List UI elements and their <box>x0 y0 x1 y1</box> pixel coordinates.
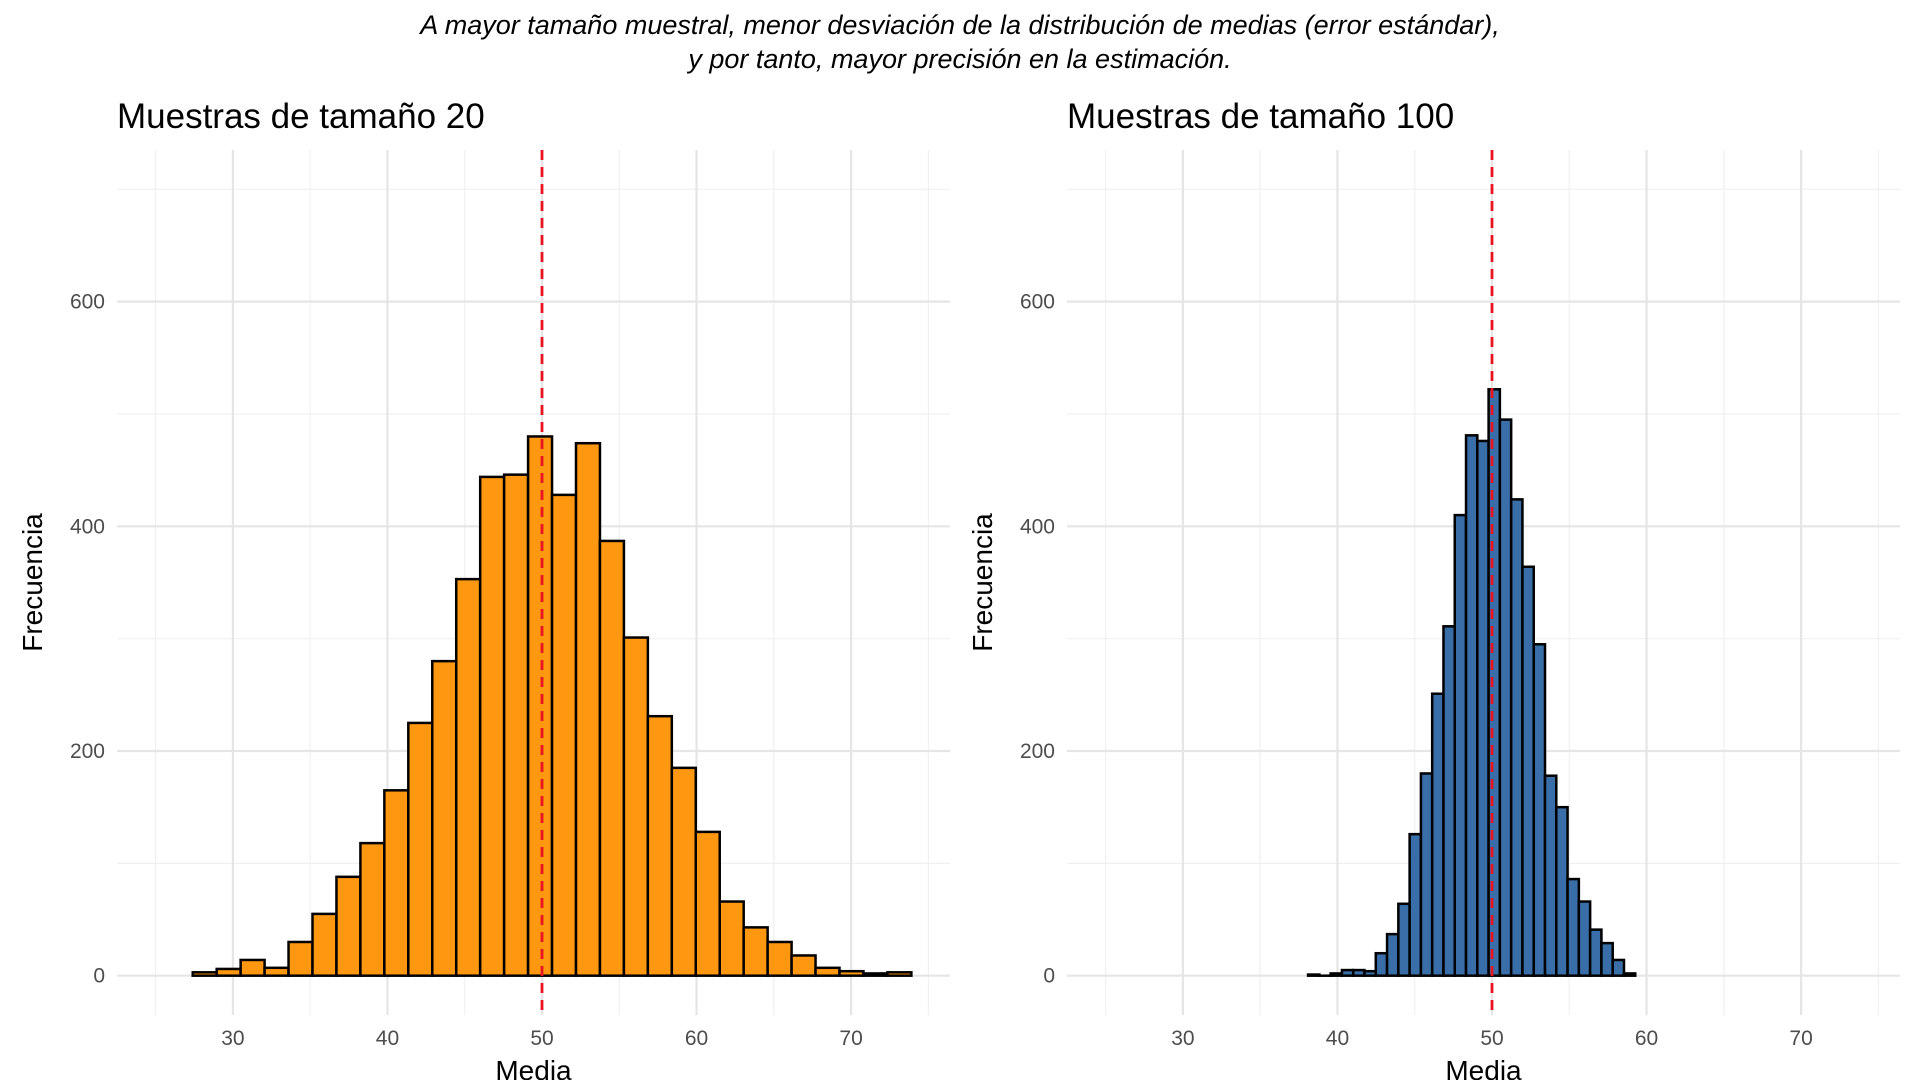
x-tick-label: 70 <box>839 1027 862 1050</box>
histogram-bar <box>886 971 913 977</box>
x-tick-label: 50 <box>530 1027 553 1050</box>
y-axis-title: Frecuencia <box>967 513 998 652</box>
histogram-bar <box>790 954 817 977</box>
histogram-bar <box>1498 418 1513 977</box>
y-tick-label: 400 <box>70 515 105 538</box>
histogram-bar <box>1521 565 1535 977</box>
panel-title-100: Muestras de tamaño 100 <box>1067 97 1454 136</box>
histogram-bar <box>335 875 362 977</box>
figure-caption: A mayor tamaño muestral, menor desviació… <box>0 8 1920 76</box>
histogram-bar <box>574 441 602 977</box>
x-tick-label: 40 <box>1326 1027 1349 1050</box>
histogram-bar <box>359 841 386 977</box>
histogram-bar <box>1374 951 1389 977</box>
histogram-bar <box>1611 958 1626 977</box>
caption-line-2: y por tanto, mayor precisión en la estim… <box>688 44 1232 74</box>
x-tick-label: 50 <box>1480 1027 1503 1050</box>
histogram-bar <box>598 539 626 977</box>
y-tick-label: 0 <box>93 965 105 988</box>
histogram-bar <box>1577 900 1592 977</box>
histogram-bar <box>526 435 554 977</box>
x-tick-label: 40 <box>376 1027 399 1050</box>
histogram-bar <box>622 636 650 977</box>
histogram-bar <box>1306 973 1321 977</box>
histogram-bar <box>1509 498 1524 977</box>
histogram-bar <box>646 714 674 977</box>
histogram-bar <box>1555 805 1569 977</box>
y-tick-label: 0 <box>1043 965 1055 988</box>
histogram-bar <box>1543 774 1558 977</box>
caption-line-1: A mayor tamaño muestral, menor desviació… <box>420 10 1500 40</box>
histogram-bar <box>1340 968 1355 977</box>
x-tick-label: 60 <box>685 1027 708 1050</box>
y-axis-title: Frecuencia <box>17 513 48 652</box>
histogram-bar <box>742 926 769 977</box>
histogram-bar <box>263 966 290 977</box>
histogram-bar <box>1600 941 1614 977</box>
y-tick-label: 200 <box>70 740 105 763</box>
histogram-bar <box>1566 877 1581 977</box>
x-tick-label: 60 <box>1635 1027 1658 1050</box>
bars <box>1306 388 1637 977</box>
histogram-bar <box>1442 625 1457 977</box>
histogram-bar <box>407 721 434 977</box>
histogram-bar <box>1397 902 1411 977</box>
histogram-bar <box>1476 439 1490 977</box>
histogram-bar <box>670 766 698 977</box>
y-tick-label: 600 <box>70 291 105 314</box>
histogram-bar <box>838 969 865 977</box>
histogram-bar <box>1329 972 1344 977</box>
x-tick-label: 30 <box>1171 1027 1194 1050</box>
histogram-bar <box>239 958 266 977</box>
bars <box>191 435 913 977</box>
histogram-bar <box>718 900 745 977</box>
histogram-bar <box>814 966 841 977</box>
histogram-bar <box>766 940 793 977</box>
histogram-bar <box>1385 932 1400 977</box>
panel-sample-size-20: Muestras de tamaño 20 30 40 50 60 70 0 200 400 6… <box>17 97 950 1080</box>
y-tick-label: 400 <box>1020 515 1055 538</box>
histogram-bar <box>454 577 482 977</box>
histogram-bar <box>862 972 889 977</box>
histogram-bar <box>1453 513 1468 977</box>
histogram-bar <box>191 971 218 977</box>
histogram-bar <box>1532 643 1547 977</box>
histogram-bar <box>550 493 578 977</box>
x-tick-label: 30 <box>221 1027 244 1050</box>
histogram-bar <box>287 940 314 977</box>
histogram-bar <box>1363 969 1378 977</box>
histogram-bar <box>1464 434 1479 977</box>
histogram-bar <box>1430 692 1445 977</box>
histogram-bar <box>478 475 506 977</box>
panel-title-20: Muestras de tamaño 20 <box>117 97 485 136</box>
histogram-bar <box>694 830 721 977</box>
x-axis-title: Media <box>1445 1055 1522 1080</box>
histogram-bar <box>502 473 530 977</box>
histogram-bar <box>215 967 242 977</box>
y-tick-label: 200 <box>1020 740 1055 763</box>
histogram-bar <box>1588 928 1603 977</box>
histogram-bar <box>1351 968 1366 977</box>
histogram-bar <box>1419 772 1434 977</box>
panel-sample-size-100: Muestras de tamaño 100 30 40 50 60 70 0 200 400… <box>967 97 1900 1080</box>
histogram-bar <box>383 789 410 977</box>
histogram-bar <box>1487 388 1502 977</box>
x-tick-label: 70 <box>1789 1027 1812 1050</box>
y-tick-label: 600 <box>1020 291 1055 314</box>
x-axis-title: Media <box>495 1055 572 1080</box>
histogram-bar <box>1408 832 1423 977</box>
histogram-bar <box>1622 972 1637 977</box>
histogram-bar <box>431 659 458 977</box>
histogram-bar <box>311 912 338 977</box>
